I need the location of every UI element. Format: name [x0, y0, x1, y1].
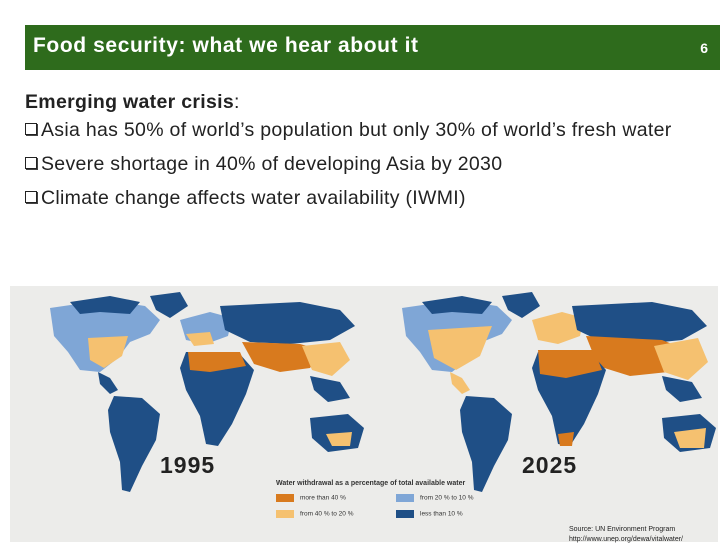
world-water-maps: 1995 2025 Water withdrawal as a percenta… — [10, 286, 718, 542]
legend-label: from 40 % to 20 % — [300, 510, 354, 518]
bullet-item: Severe shortage in 40% of developing Asi… — [25, 150, 715, 178]
slide-header: Food security: what we hear about it 6 — [25, 25, 720, 70]
legend-item: less than 10 % — [396, 510, 463, 518]
checkbox-bullet-icon — [25, 123, 37, 135]
source-url: http://www.unep.org/dewa/vitalwater/ — [569, 536, 684, 543]
lead-colon: : — [233, 91, 240, 113]
legend-swatch — [396, 510, 414, 518]
source-line: Source: UN Environment Program — [569, 526, 676, 533]
bullet-item: Climate change affects water availabilit… — [25, 184, 715, 212]
lead-heading: Emerging water crisis — [25, 91, 234, 113]
lead-line: Emerging water crisis: — [25, 88, 715, 116]
checkbox-bullet-icon — [25, 157, 37, 169]
year-label-2025: 2025 — [522, 452, 578, 478]
year-label-1995: 1995 — [160, 452, 216, 478]
legend-title: Water withdrawal as a percentage of tota… — [276, 480, 466, 487]
legend-label: from 20 % to 10 % — [420, 494, 474, 502]
checkbox-bullet-icon — [25, 191, 37, 203]
world-maps-graphic — [50, 292, 716, 492]
legend-item: from 20 % to 10 % — [396, 494, 473, 502]
world-map-1995 — [50, 292, 364, 492]
bullet-text: Climate change affects water availabilit… — [41, 187, 466, 209]
world-map-2025 — [402, 292, 716, 492]
legend-swatch — [276, 494, 294, 502]
map-legend: Water withdrawal as a percentage of tota… — [272, 480, 546, 540]
legend-item: from 40 % to 20 % — [276, 510, 353, 518]
legend-label: less than 10 % — [420, 510, 463, 518]
slide-number: 6 — [700, 40, 708, 56]
legend-label: more than 40 % — [300, 494, 346, 502]
slide-title: Food security: what we hear about it — [33, 34, 419, 57]
bullet-text: Asia has 50% of world’s population but o… — [41, 119, 672, 141]
bullet-item: Asia has 50% of world’s population but o… — [25, 116, 715, 144]
legend-item: more than 40 % — [276, 494, 346, 502]
legend-swatch — [396, 494, 414, 502]
bullet-text: Severe shortage in 40% of developing Asi… — [41, 153, 503, 175]
slide-content: Emerging water crisis: Asia has 50% of w… — [25, 88, 715, 212]
legend-swatch — [276, 510, 294, 518]
source-citation: Source: UN Environment Program http://ww… — [569, 525, 683, 545]
